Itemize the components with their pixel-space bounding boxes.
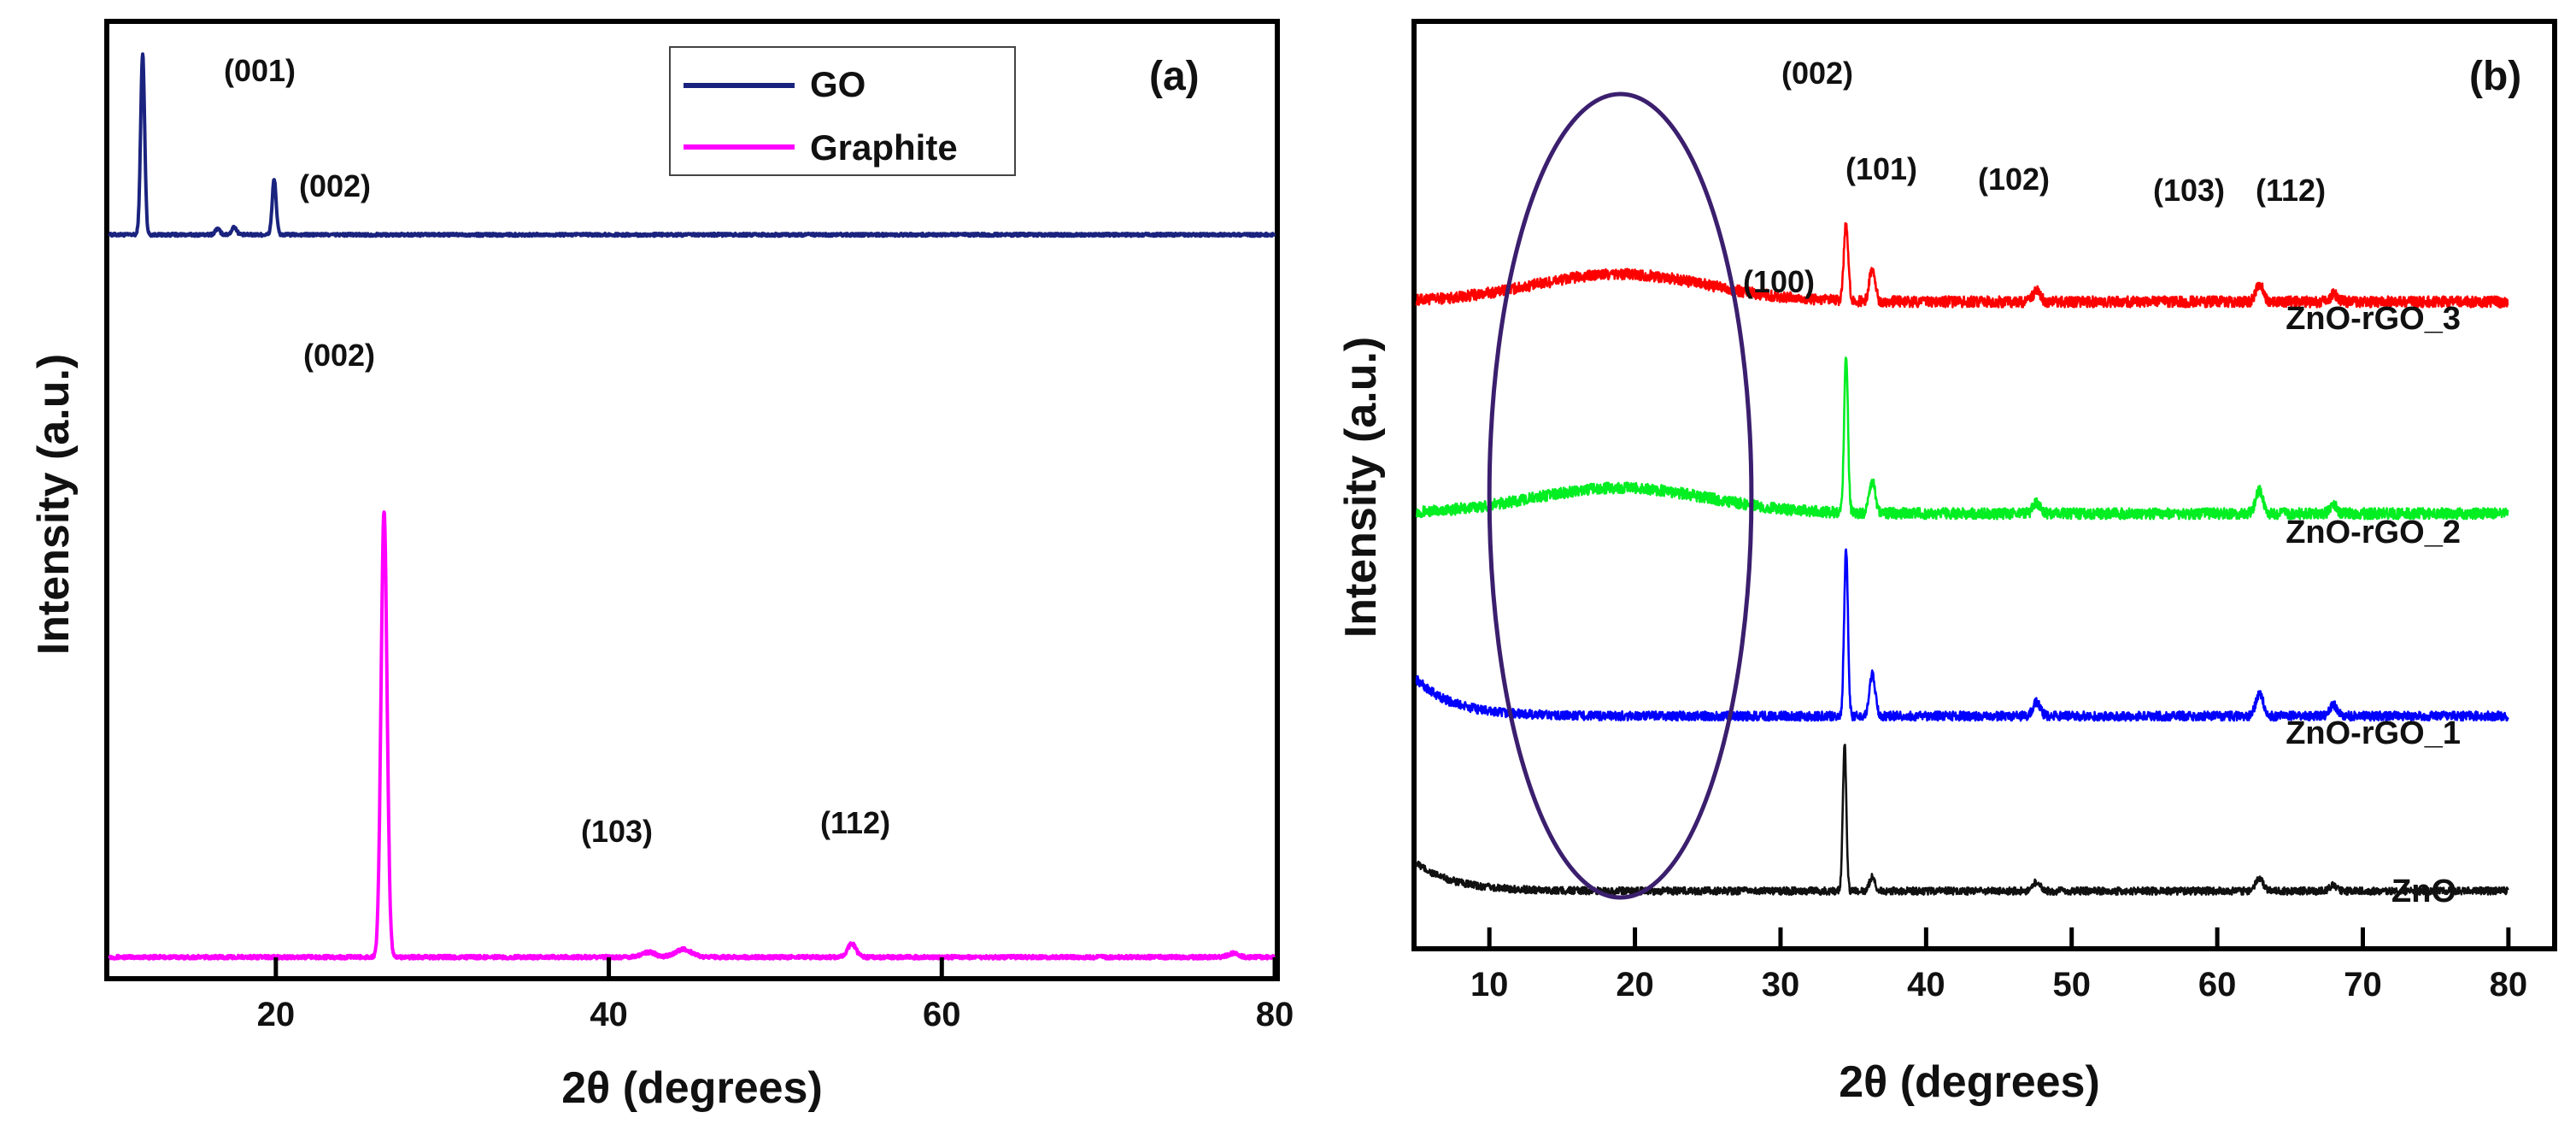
panel-a-x-tick-label-80: 80 [1256, 996, 1294, 1033]
label-zno-rgo-2: ZnO-rGO_2 [2286, 515, 2461, 550]
panel-b-x-tick-label-80: 80 [2490, 966, 2528, 1003]
annot-b-103: (103) [2153, 173, 2225, 208]
annot-b-112: (112) [2256, 173, 2326, 208]
panel-b-x-tick-label-50: 50 [2052, 966, 2091, 1003]
annot-go-002: (002) [299, 168, 371, 203]
legend-label-graphite: Graphite [810, 127, 958, 168]
annot-graphite-112: (112) [820, 805, 890, 840]
legend-label-go: GO [810, 64, 866, 104]
panel-a-plot-frame [104, 19, 1280, 981]
annot-graphite-103: (103) [581, 814, 653, 849]
annot-b-102: (102) [1978, 162, 2050, 197]
annot-graphite-002: (002) [303, 338, 375, 373]
annot-b-002: (002) [1781, 56, 1853, 91]
panel-b-series-zno-rgo-3 [1415, 221, 2509, 309]
annot-b-101: (101) [1845, 151, 1917, 186]
amorphous-region-ellipse [1487, 91, 1754, 900]
panel-a-label: (a) [1149, 54, 1200, 99]
panel-a-series-go [108, 52, 1276, 238]
panel-b-x-tick-label-20: 20 [1616, 966, 1654, 1003]
panel-b-series-zno-rgo-2 [1415, 356, 2509, 521]
annot-b-100: (100) [1743, 264, 1815, 299]
panel-a-y-axis-title: Intensity (a.u.) [29, 354, 79, 655]
panel-b-x-tick-label-10: 10 [1470, 966, 1509, 1003]
label-zno: ZnO [2391, 874, 2456, 909]
panel-b: 10 20 30 40 50 60 70 80 (b) (002) (101) (102) (… [1336, 19, 2557, 1107]
panel-a-legend: GO Graphite [669, 46, 1016, 176]
legend-box [669, 46, 1016, 176]
panel-b-x-axis-title: 2θ (degrees) [1839, 1057, 2100, 1107]
panel-a: 20 40 60 80 GO Graphite (a) (001) (002) (00… [29, 19, 1294, 1113]
panel-b-x-tick-label-70: 70 [2344, 966, 2382, 1003]
panel-b-y-axis-title: Intensity (a.u.) [1336, 337, 1386, 638]
panel-b-series-zno-rgo-1 [1415, 548, 2509, 722]
panel-b-x-tick-label-30: 30 [1762, 966, 1800, 1003]
panel-b-x-tick-label-60: 60 [2198, 966, 2237, 1003]
label-zno-rgo-3: ZnO-rGO_3 [2286, 301, 2461, 337]
annot-go-001: (001) [224, 53, 296, 88]
panel-a-x-tick-label-20: 20 [257, 996, 296, 1033]
panel-b-label: (b) [2469, 54, 2521, 99]
panel-a-x-tick-label-40: 40 [590, 996, 628, 1033]
panel-b-x-tick-label-40: 40 [1907, 966, 1945, 1003]
panel-a-x-tick-label-60: 60 [923, 996, 961, 1033]
panel-a-x-axis-title: 2θ (degrees) [561, 1063, 823, 1113]
label-zno-rgo-1: ZnO-rGO_1 [2286, 715, 2461, 751]
panel-a-series-graphite [108, 510, 1276, 961]
